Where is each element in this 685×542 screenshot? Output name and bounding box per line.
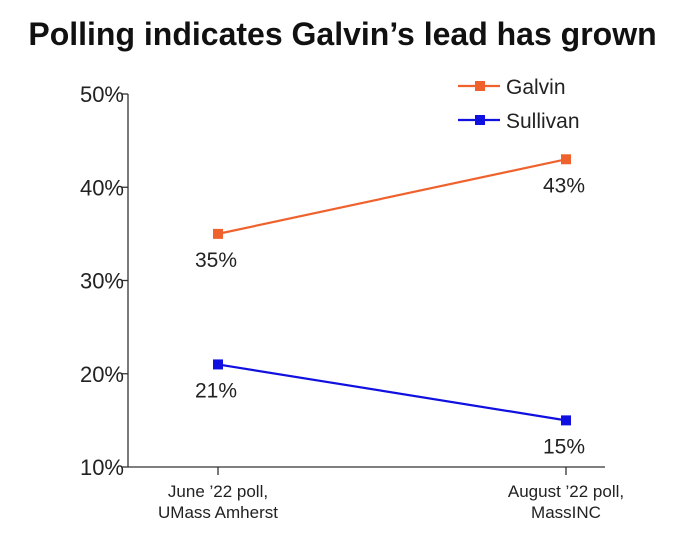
axes: 10% 20% 30% 40% 50% June ’22 poll, UMass Amher…	[80, 82, 624, 522]
chart-title: Polling indicates Galvin’s lead has grow…	[28, 16, 657, 52]
series-layer	[213, 154, 571, 426]
series-line-galvin	[217, 158, 567, 235]
data-label-galvin: 35%	[195, 249, 237, 272]
x-tick-label-line: MassINC	[531, 503, 601, 522]
legend-label-galvin: Galvin	[506, 76, 566, 99]
data-point-galvin	[213, 228, 223, 239]
x-tick-label: June ’22 poll, UMass Amherst	[158, 482, 278, 522]
y-tick-label: 20%	[80, 362, 124, 387]
legend-marker-galvin	[475, 81, 485, 91]
x-tick-label-line: UMass Amherst	[158, 503, 278, 522]
legend-marker-sullivan	[475, 115, 485, 125]
y-tick-label: 50%	[80, 82, 124, 107]
y-tick-label: 10%	[80, 455, 124, 480]
series-line-sullivan	[217, 363, 567, 422]
legend: Galvin Sullivan	[458, 76, 580, 133]
data-point-sullivan	[213, 359, 223, 370]
data-point-sullivan	[561, 415, 571, 426]
data-point-galvin	[561, 154, 571, 165]
data-labels: 35% 43% 21% 15%	[195, 174, 585, 458]
y-tick-label: 40%	[80, 175, 124, 200]
legend-label-sullivan: Sullivan	[506, 110, 580, 133]
data-label-sullivan: 21%	[195, 379, 237, 402]
data-label-galvin: 43%	[543, 174, 585, 197]
data-label-sullivan: 15%	[543, 435, 585, 458]
y-tick-label: 30%	[80, 269, 124, 294]
x-tick-label-line: August ’22 poll,	[508, 482, 624, 501]
x-tick-label-line: June ’22 poll,	[168, 482, 268, 501]
x-tick-label: August ’22 poll, MassINC	[508, 482, 624, 522]
